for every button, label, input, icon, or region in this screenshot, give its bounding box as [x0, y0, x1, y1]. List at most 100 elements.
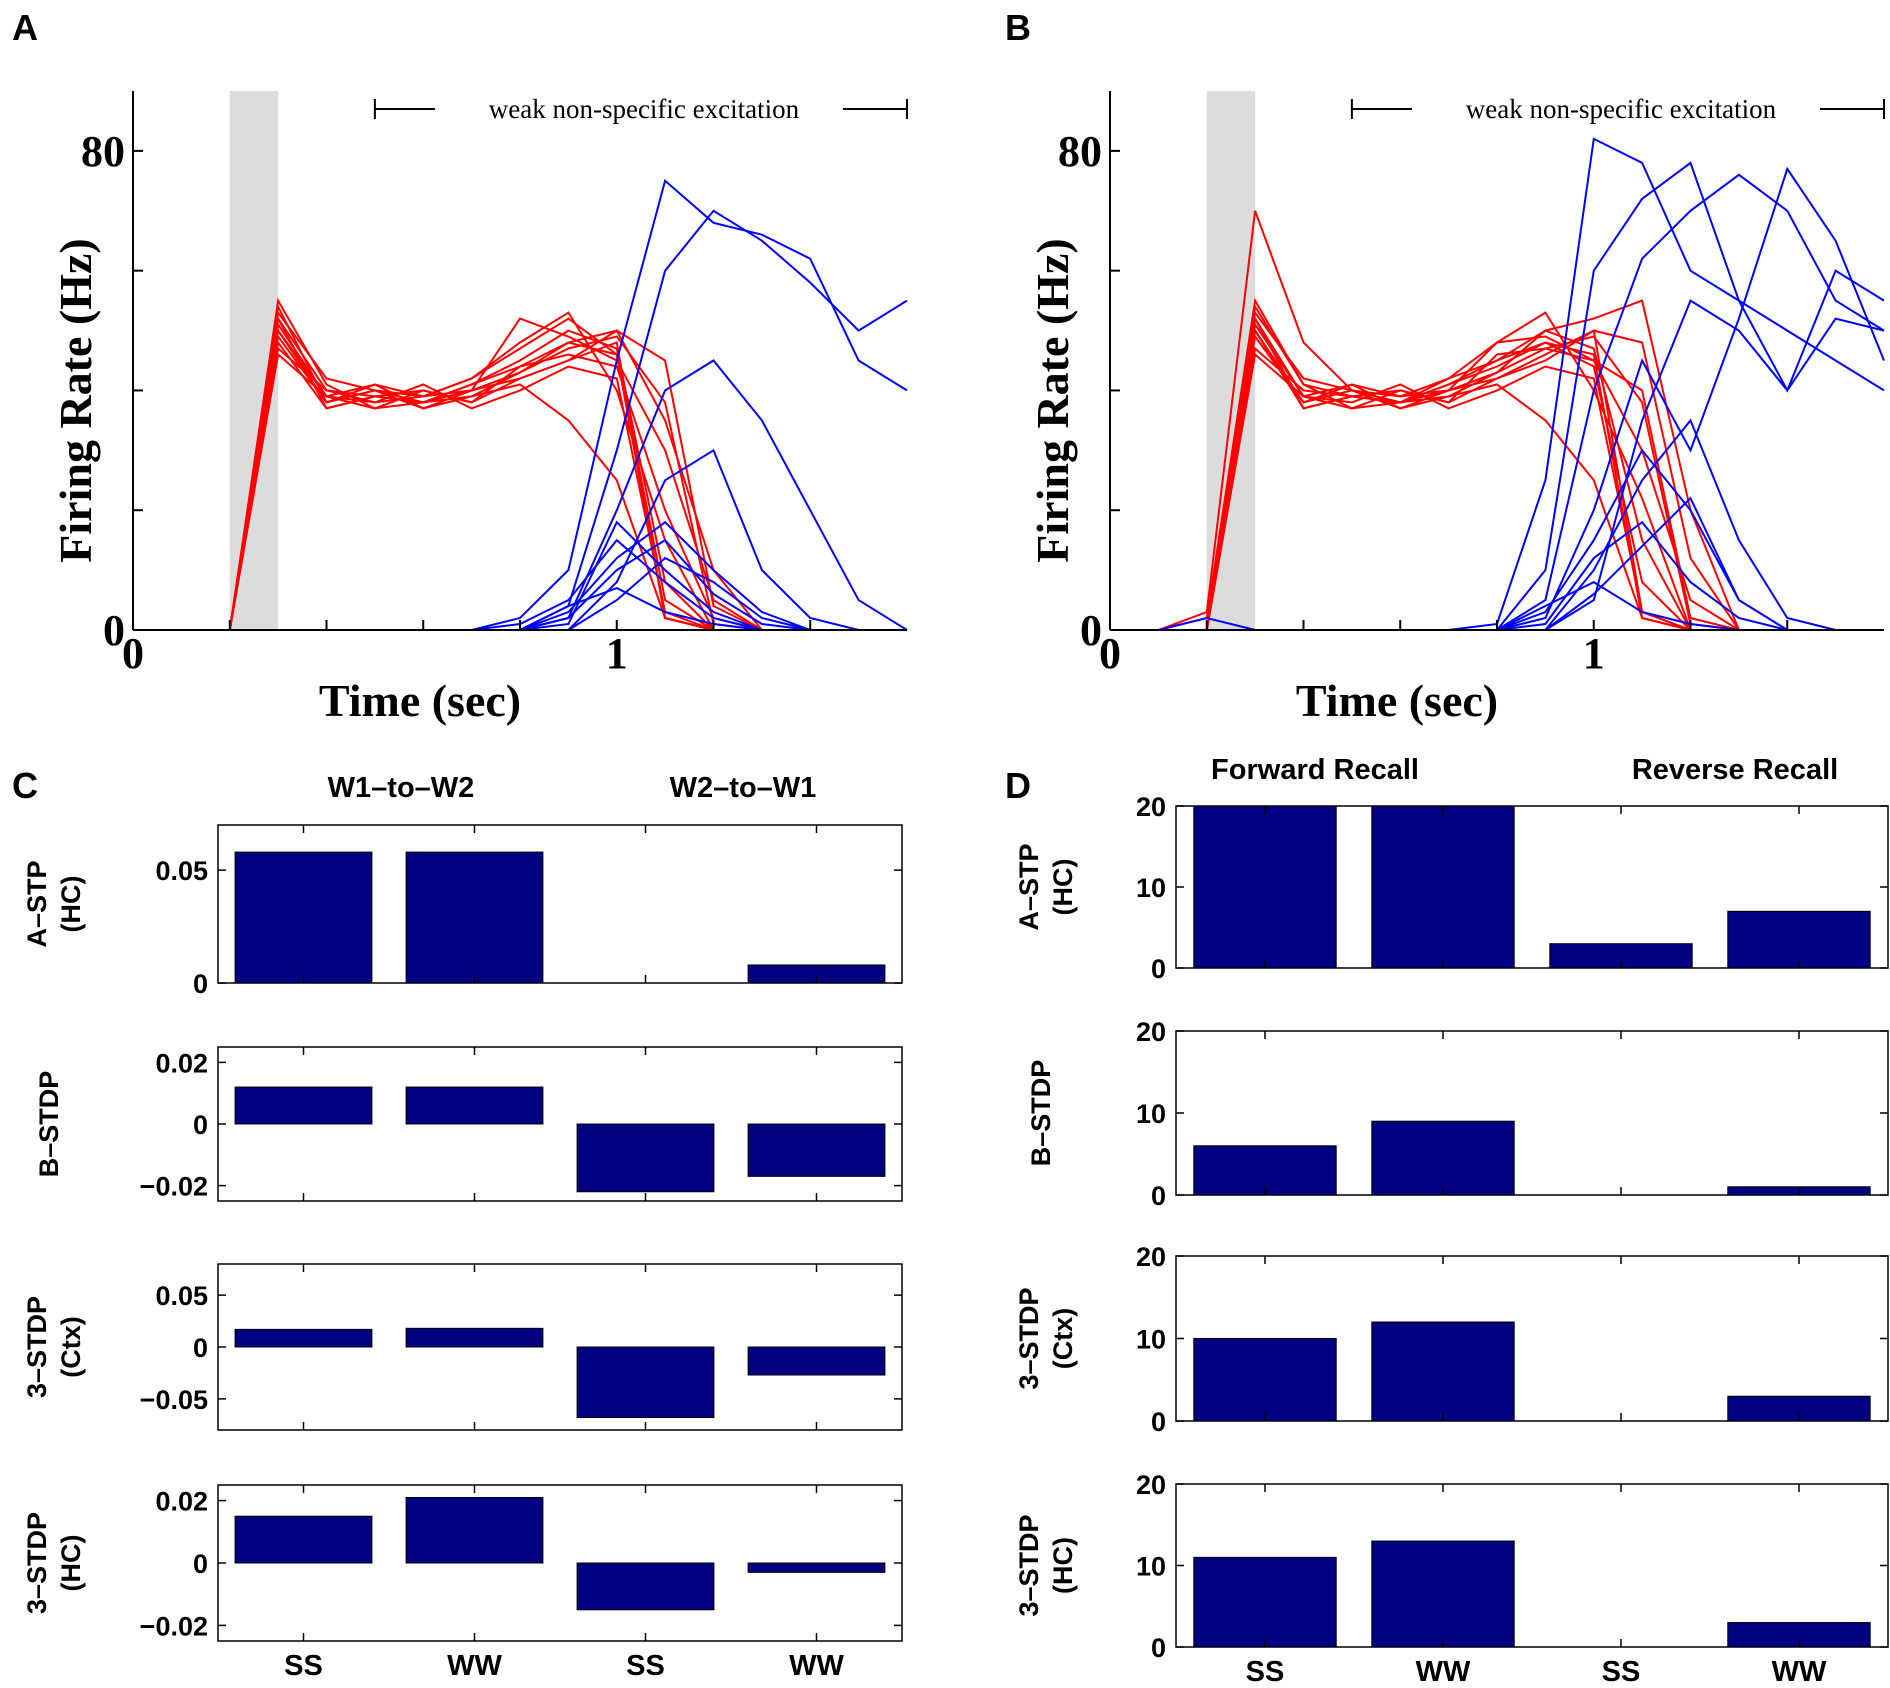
c-group-label-2: W2–to–W1	[670, 772, 817, 804]
d-row-4-bar-2	[1371, 1540, 1515, 1648]
a-annotation-text: weak non-specific excitation	[489, 94, 800, 124]
c-row-1-bar-1	[234, 851, 373, 984]
d-row-2: 0 10 20 B–STDP	[1026, 1017, 1889, 1211]
c-row-3-bar-2	[405, 1327, 544, 1348]
c-category-label-4: WW	[789, 1650, 844, 1682]
c-row-4-ytick-label-1: 0	[193, 1549, 208, 1579]
b-ytick-label-80: 80	[1058, 127, 1102, 176]
d-row-1: 0 10 20 A–STP (HC)	[1014, 792, 1889, 984]
d-row-1-bar-2	[1371, 805, 1515, 969]
c-row-3: −0.05 0 0.05 3–STDP (Ctx)	[22, 1263, 903, 1431]
c-row-1: 0 0.05 A–STP (HC)	[22, 824, 903, 999]
c-row-1-label-1: A–STP	[22, 860, 52, 947]
c-row-1-ytick-label-0: 0	[193, 969, 208, 999]
c-group-label-1: W1–to–W2	[328, 772, 475, 804]
b-y-axis-label: Firing Rate (Hz)	[1027, 238, 1078, 562]
c-category-label-1: SS	[284, 1650, 323, 1682]
c-row-3-ytick-label-2: 0.05	[155, 1281, 208, 1311]
b-xtick-label-5: 1	[1583, 629, 1605, 678]
b-x-axis-label: Time (sec)	[1296, 675, 1498, 726]
d-row-3-ytick-label-1: 10	[1136, 1325, 1166, 1355]
d-row-2-ytick-label-2: 20	[1136, 1017, 1166, 1047]
panel-letter-c: C	[12, 765, 38, 806]
c-row-4-ytick-label-2: 0.02	[155, 1487, 208, 1517]
d-row-4-bar-1	[1193, 1556, 1337, 1648]
d-row-3-bar-1	[1193, 1338, 1337, 1422]
c-row-3-label-1: 3–STDP	[22, 1296, 52, 1398]
d-row-3-ytick-label-0: 0	[1151, 1407, 1166, 1437]
c-row-2-bar-1	[234, 1086, 373, 1125]
panel-letter-d: D	[1005, 765, 1031, 806]
c-row-3-bar-3	[576, 1346, 715, 1419]
c-row-4-label-1: 3–STDP	[22, 1512, 52, 1614]
c-row-3-ytick-label-1: 0	[193, 1333, 208, 1363]
d-row-1-bar-1	[1193, 805, 1337, 969]
d-category-label-2: WW	[1416, 1656, 1471, 1688]
c-row-4-bar-1	[234, 1515, 373, 1564]
c-row-4-bar-4	[747, 1562, 886, 1573]
c-row-3-bar-1	[234, 1328, 373, 1348]
d-row-4: 0 10 20 3–STDP (HC)	[1014, 1470, 1889, 1663]
d-category-label-1: SS	[1246, 1656, 1285, 1688]
c-row-4-bar-2	[405, 1496, 544, 1564]
d-row-2-ytick-label-0: 0	[1151, 1181, 1166, 1211]
c-row-2-bar-2	[405, 1086, 544, 1125]
d-row-1-label-2: (HC)	[1048, 859, 1078, 916]
c-row-2-label-1: B–STDP	[34, 1071, 64, 1178]
c-row-4: −0.02 0 0.02 3–STDP (HC)	[22, 1484, 903, 1642]
c-row-2: −0.02 0 0.02 B–STDP	[34, 1046, 903, 1202]
panel-b-line-chart: 0 80 0 1 Time (sec) Firing Rate (Hz) weak non-…	[1027, 91, 1885, 726]
c-row-2-bar-4	[747, 1123, 886, 1177]
d-row-3-bar-4	[1727, 1395, 1871, 1422]
a-x-axis-label: Time (sec)	[319, 675, 521, 726]
c-row-3-label-2: (Ctx)	[56, 1316, 86, 1378]
panel-a-line-chart: 0 80 0 1 Time (sec) Firing Rate (Hz) weak non-…	[50, 91, 908, 726]
d-category-label-3: SS	[1602, 1656, 1641, 1688]
b-annotation-text: weak non-specific excitation	[1466, 94, 1777, 124]
d-row-4-label-1: 3–STDP	[1014, 1514, 1044, 1616]
c-row-1-ytick-label-1: 0.05	[155, 856, 208, 886]
d-category-label-4: WW	[1772, 1656, 1827, 1688]
d-row-1-ytick-label-0: 0	[1151, 954, 1166, 984]
d-row-3-ytick-label-2: 20	[1136, 1242, 1166, 1272]
d-row-1-bar-4	[1727, 910, 1871, 969]
c-row-2-ytick-label-0: −0.02	[140, 1172, 208, 1202]
d-row-1-label-1: A–STP	[1014, 843, 1044, 930]
b-ytick-label-0: 0	[1080, 606, 1102, 655]
b-xtick-label-0: 0	[1099, 629, 1121, 678]
c-row-3-ytick-label-0: −0.05	[140, 1385, 208, 1415]
d-row-4-ytick-label-0: 0	[1151, 1633, 1166, 1663]
d-row-2-bar-2	[1371, 1120, 1515, 1196]
a-ytick-label-0: 0	[103, 606, 125, 655]
d-row-3-label-1: 3–STDP	[1014, 1287, 1044, 1389]
a-ytick-label-80: 80	[81, 127, 125, 176]
d-group-label-2: Reverse Recall	[1632, 754, 1838, 786]
d-row-3-label-2: (Ctx)	[1048, 1308, 1078, 1370]
c-row-2-ytick-label-2: 0.02	[155, 1048, 208, 1078]
panel-c-bar-charts: W1–to–W2 W2–to–W1 0 0.05 A–STP (HC) −0.02 0 0.02…	[22, 772, 903, 1682]
c-row-1-bar-2	[405, 851, 544, 984]
c-row-1-label-2: (HC)	[56, 876, 86, 933]
d-row-4-ytick-label-1: 10	[1136, 1552, 1166, 1582]
c-category-label-2: WW	[447, 1650, 502, 1682]
a-y-axis-label: Firing Rate (Hz)	[50, 238, 101, 562]
c-row-2-ytick-label-1: 0	[193, 1110, 208, 1140]
d-row-2-label-1: B–STDP	[1026, 1060, 1056, 1167]
a-xtick-label-5: 1	[606, 629, 628, 678]
d-row-1-ytick-label-1: 10	[1136, 873, 1166, 903]
c-row-4-bar-3	[576, 1562, 715, 1611]
d-row-1-ytick-label-2: 20	[1136, 792, 1166, 822]
d-row-2-bar-1	[1193, 1145, 1337, 1196]
panel-letter-a: A	[12, 7, 38, 48]
c-row-4-ytick-label-0: −0.02	[140, 1611, 208, 1641]
a-xtick-label-0: 0	[122, 629, 144, 678]
c-row-3-bar-4	[747, 1346, 886, 1376]
c-row-2-bar-3	[576, 1123, 715, 1193]
c-row-1-frame	[217, 824, 903, 984]
d-row-4-ytick-label-2: 20	[1136, 1470, 1166, 1500]
d-row-4-label-2: (HC)	[1048, 1537, 1078, 1594]
panel-letter-b: B	[1005, 7, 1031, 48]
d-group-label-1: Forward Recall	[1211, 754, 1419, 786]
